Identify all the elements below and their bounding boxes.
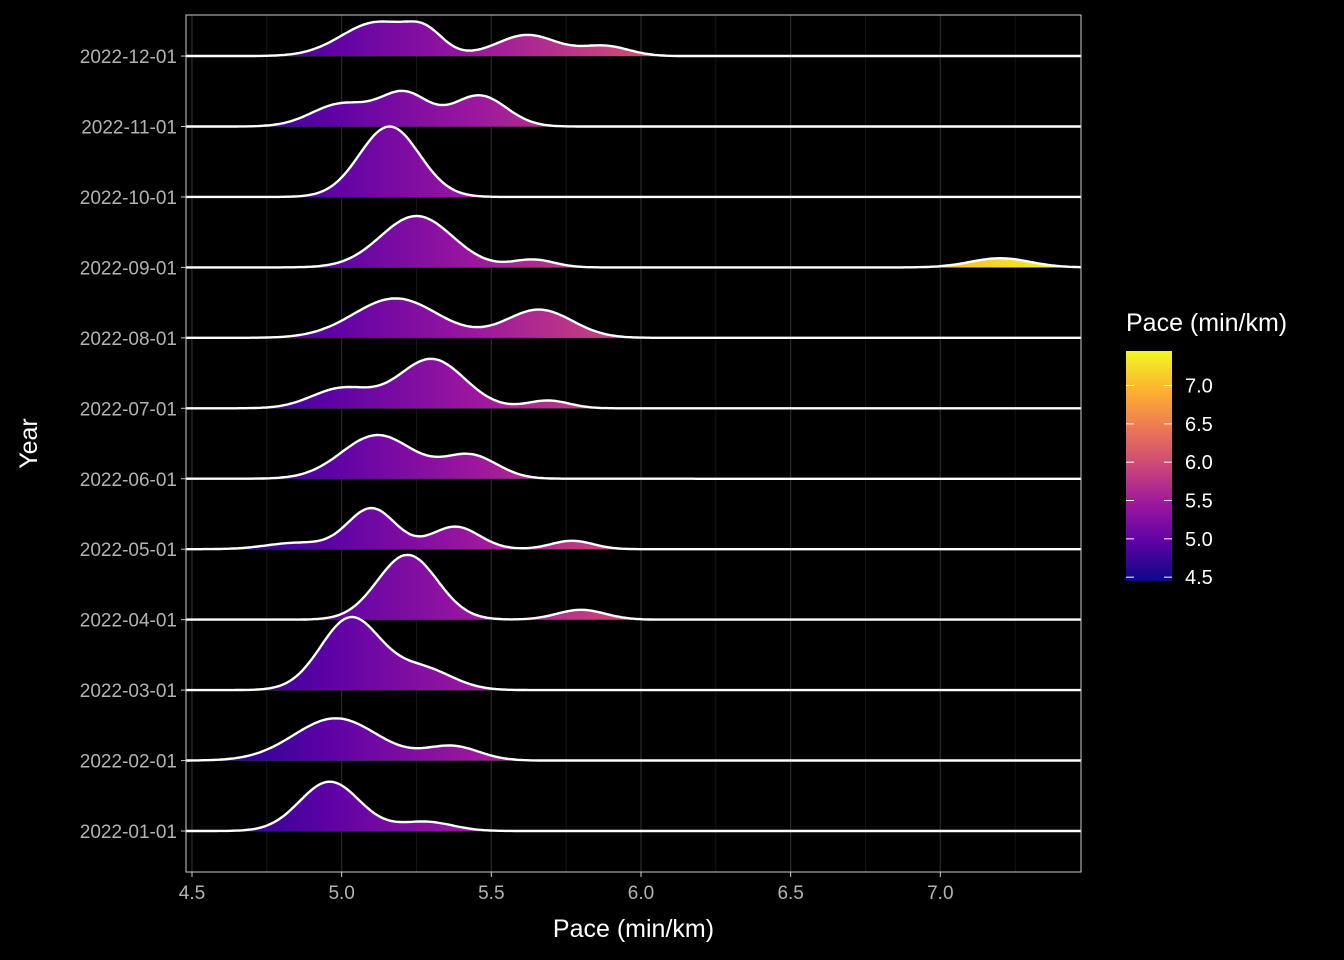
- legend-label: 6.5: [1185, 414, 1213, 436]
- ridge-line-2022-05-01: [186, 506, 1081, 551]
- legend-ticks: 4.5 5.0 5.5 6.0 6.5 7.0: [1126, 376, 1213, 589]
- y-axis: 2022-01-01 2022-02-01 2022-03-01 2022-04-01…: [80, 47, 186, 843]
- ridge-line-2022-02-01: [186, 717, 1081, 762]
- ridge-line-2022-09-01: [186, 214, 1082, 269]
- ridge-line-2022-12-01: [186, 20, 1081, 58]
- x-tick-label: 4.5: [179, 883, 205, 904]
- x-axis: 4.5 5.0 5.5 6.0 6.5 7.0: [179, 872, 954, 904]
- x-tick-label: 6.5: [777, 883, 803, 904]
- legend-label: 7.0: [1185, 376, 1213, 398]
- ridge-fill-2022-11-01: [186, 90, 1081, 127]
- x-tick-label: 5.0: [328, 883, 354, 904]
- ridge-line-2022-07-01: [186, 357, 1081, 410]
- y-tick-label: 2022-02-01: [80, 752, 177, 773]
- ridge-line-2022-08-01: [186, 297, 1081, 339]
- y-axis-title: Year: [15, 418, 43, 469]
- ridge-fill-2022-02-01: [186, 718, 1081, 761]
- colorbar-legend: Pace (min/km) 4.5 5.0 5.5 6.0 6.5 7.0: [1126, 309, 1287, 589]
- ridge-fill-2022-05-01: [186, 508, 1081, 550]
- y-tick-label: 2022-09-01: [80, 258, 177, 279]
- x-tick-label: 6.0: [628, 883, 654, 904]
- legend-label: 4.5: [1185, 567, 1213, 589]
- x-tick-label: 7.0: [927, 883, 953, 904]
- ridge-fill-2022-03-01: [186, 617, 1081, 691]
- y-tick-label: 2022-07-01: [80, 399, 177, 420]
- ridge-line-2022-03-01: [186, 615, 1081, 692]
- ridge-line-2022-04-01: [186, 553, 1081, 621]
- y-tick-label: 2022-12-01: [80, 47, 177, 68]
- ridge-line-2022-11-01: [186, 89, 1081, 128]
- y-tick-label: 2022-01-01: [80, 822, 177, 843]
- legend-colorbar: [1126, 351, 1172, 581]
- y-tick-label: 2022-03-01: [80, 681, 177, 702]
- x-axis-title: Pace (min/km): [553, 915, 714, 943]
- legend-label: 6.0: [1185, 452, 1213, 474]
- y-tick-label: 2022-10-01: [80, 188, 177, 209]
- plot-panel-border: [185, 14, 1082, 873]
- ridge-fill-2022-10-01: [186, 126, 1081, 197]
- y-tick-label: 2022-08-01: [80, 329, 177, 350]
- ridge-fill-2022-12-01: [186, 21, 1081, 57]
- ridges: [186, 20, 1082, 833]
- y-tick-label: 2022-06-01: [80, 470, 177, 491]
- y-tick-label: 2022-11-01: [81, 118, 177, 139]
- ridge-line-2022-01-01: [186, 780, 1081, 833]
- ridge-fill-2022-04-01: [186, 554, 1081, 620]
- legend-title: Pace (min/km): [1126, 309, 1287, 337]
- legend-label: 5.5: [1185, 491, 1213, 513]
- y-tick-label: 2022-05-01: [80, 540, 177, 561]
- ridge-fill-2022-08-01: [186, 298, 1081, 338]
- x-tick-label: 5.5: [478, 883, 504, 904]
- ridge-line-2022-10-01: [186, 125, 1081, 199]
- legend-label: 5.0: [1185, 529, 1213, 551]
- y-tick-label: 2022-04-01: [80, 611, 177, 632]
- ridge-fill-2022-09-01: [186, 216, 1081, 268]
- ridge-fill-2022-07-01: [186, 358, 1081, 409]
- ridge-line-2022-06-01: [186, 433, 1081, 480]
- ridge-fill-2022-06-01: [186, 435, 1081, 479]
